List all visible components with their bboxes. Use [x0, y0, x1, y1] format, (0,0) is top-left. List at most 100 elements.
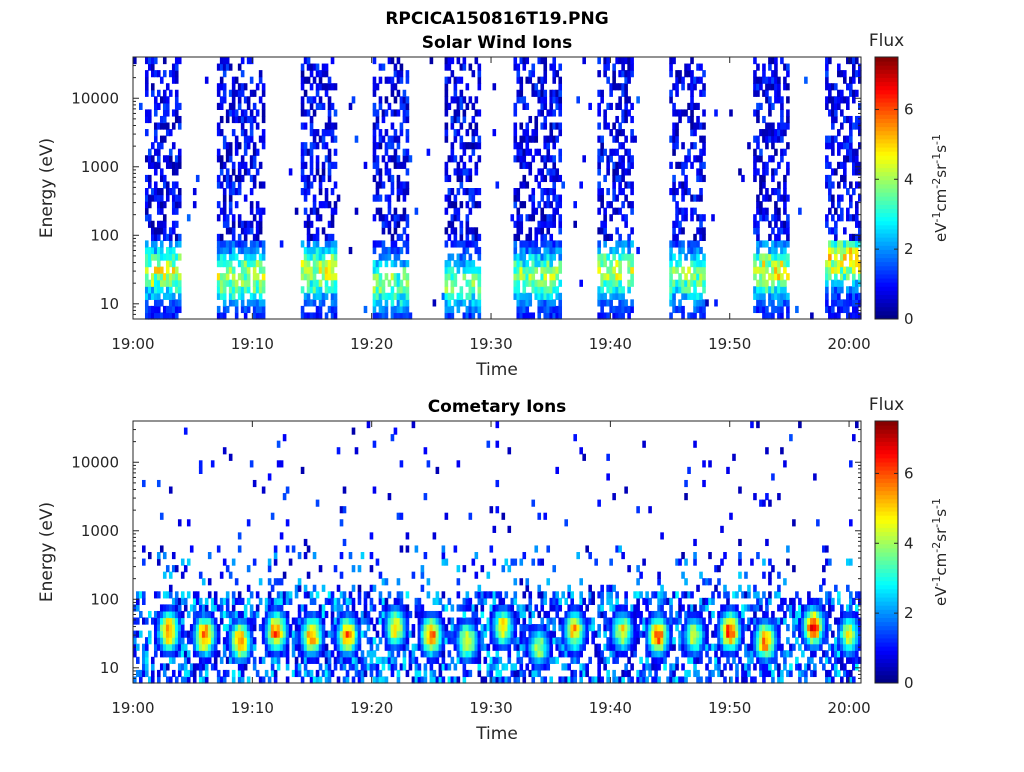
heatmap-cell: [235, 77, 239, 84]
heatmap-cell: [624, 116, 628, 123]
heatmap-cell: [334, 208, 338, 215]
heatmap-cell: [774, 247, 778, 254]
heatmap-cell: [618, 280, 622, 287]
heatmap-cell: [678, 221, 682, 228]
heatmap-cell: [406, 644, 410, 651]
heatmap-cell: [591, 591, 595, 598]
heatmap-cell: [657, 578, 661, 585]
heatmap-cell: [630, 260, 634, 267]
heatmap-cell: [322, 585, 326, 592]
heatmap-cell: [406, 286, 410, 293]
heatmap-cell: [834, 221, 838, 228]
heatmap-cell: [217, 650, 221, 657]
heatmap-cell: [283, 572, 287, 579]
heatmap-cell: [612, 670, 616, 677]
heatmap-cell: [373, 57, 377, 64]
heatmap-cell: [451, 657, 455, 664]
heatmap-cell: [391, 299, 395, 306]
heatmap-cell: [558, 83, 562, 90]
heatmap-cell: [154, 96, 158, 103]
heatmap-cell: [528, 162, 532, 169]
heatmap-cell: [241, 90, 245, 97]
solar-wind-heatmap-cells: [133, 57, 862, 320]
heatmap-cell: [657, 663, 661, 670]
heatmap-cell: [756, 168, 760, 175]
heatmap-cell: [469, 64, 473, 71]
heatmap-cell: [549, 260, 553, 267]
heatmap-cell: [783, 175, 787, 182]
heatmap-cell: [627, 247, 631, 254]
heatmap-cell: [519, 559, 523, 566]
heatmap-cell: [852, 64, 856, 71]
heatmap-cell: [169, 240, 173, 247]
heatmap-cell: [367, 591, 371, 598]
heatmap-cell: [304, 123, 308, 130]
heatmap-cell: [528, 116, 532, 123]
heatmap-cell: [250, 650, 254, 657]
heatmap-cell: [376, 162, 380, 169]
heatmap-cell: [358, 585, 362, 592]
heatmap-cell: [298, 611, 302, 618]
heatmap-cell: [558, 175, 562, 182]
heatmap-cell: [834, 254, 838, 261]
heatmap-cell: [379, 208, 383, 215]
heatmap-cell: [364, 306, 368, 313]
heatmap-cell: [457, 565, 461, 572]
heatmap-cell: [630, 64, 634, 71]
colorbar-swatch: [875, 307, 898, 312]
heatmap-cell: [534, 175, 538, 182]
heatmap-cell: [669, 96, 673, 103]
heatmap-cell: [373, 637, 377, 644]
colorbar-swatch: [875, 102, 898, 107]
heatmap-cell: [220, 572, 224, 579]
heatmap-cell: [522, 552, 526, 559]
heatmap-cell: [160, 208, 164, 215]
heatmap-cell: [534, 83, 538, 90]
heatmap-cell: [552, 77, 556, 84]
heatmap-cell: [376, 631, 380, 638]
heatmap-cell: [256, 273, 260, 280]
heatmap-cell: [600, 306, 604, 313]
heatmap-cell: [262, 240, 266, 247]
heatmap-cell: [412, 421, 416, 428]
heatmap-cell: [696, 116, 700, 123]
heatmap-cell: [400, 129, 404, 136]
heatmap-cell: [519, 657, 523, 664]
heatmap-cell: [648, 506, 652, 513]
heatmap-cell: [235, 280, 239, 287]
heatmap-cell: [756, 90, 760, 97]
heatmap-cell: [472, 293, 476, 300]
heatmap-cell: [151, 64, 155, 71]
heatmap-cell: [528, 168, 532, 175]
heatmap-cell: [175, 565, 179, 572]
heatmap-cell: [385, 129, 389, 136]
figure-filename: RPCICA150816T19.PNG: [385, 9, 608, 29]
heatmap-cell: [558, 267, 562, 274]
heatmap-cell: [768, 64, 772, 71]
heatmap-cell: [828, 188, 832, 195]
heatmap-cell: [552, 565, 556, 572]
heatmap-cell: [322, 136, 326, 143]
heatmap-cell: [786, 168, 790, 175]
heatmap-cell: [388, 221, 392, 228]
heatmap-cell: [699, 221, 703, 228]
heatmap-cell: [196, 175, 200, 182]
heatmap-cell: [537, 611, 541, 618]
heatmap-cell: [148, 637, 152, 644]
heatmap-cell: [618, 208, 622, 215]
heatmap-cell: [334, 254, 338, 261]
heatmap-cell: [774, 201, 778, 208]
heatmap-cell: [178, 162, 182, 169]
heatmap-cell: [253, 559, 257, 566]
heatmap-cell: [220, 604, 224, 611]
heatmap-cell: [558, 293, 562, 300]
heatmap-cell: [364, 604, 368, 611]
heatmap-cell: [499, 591, 503, 598]
heatmap-cell: [630, 280, 634, 287]
heatmap-cell: [199, 598, 203, 605]
heatmap-cell: [552, 181, 556, 188]
heatmap-cell: [286, 611, 290, 618]
heatmap-cell: [268, 591, 272, 598]
